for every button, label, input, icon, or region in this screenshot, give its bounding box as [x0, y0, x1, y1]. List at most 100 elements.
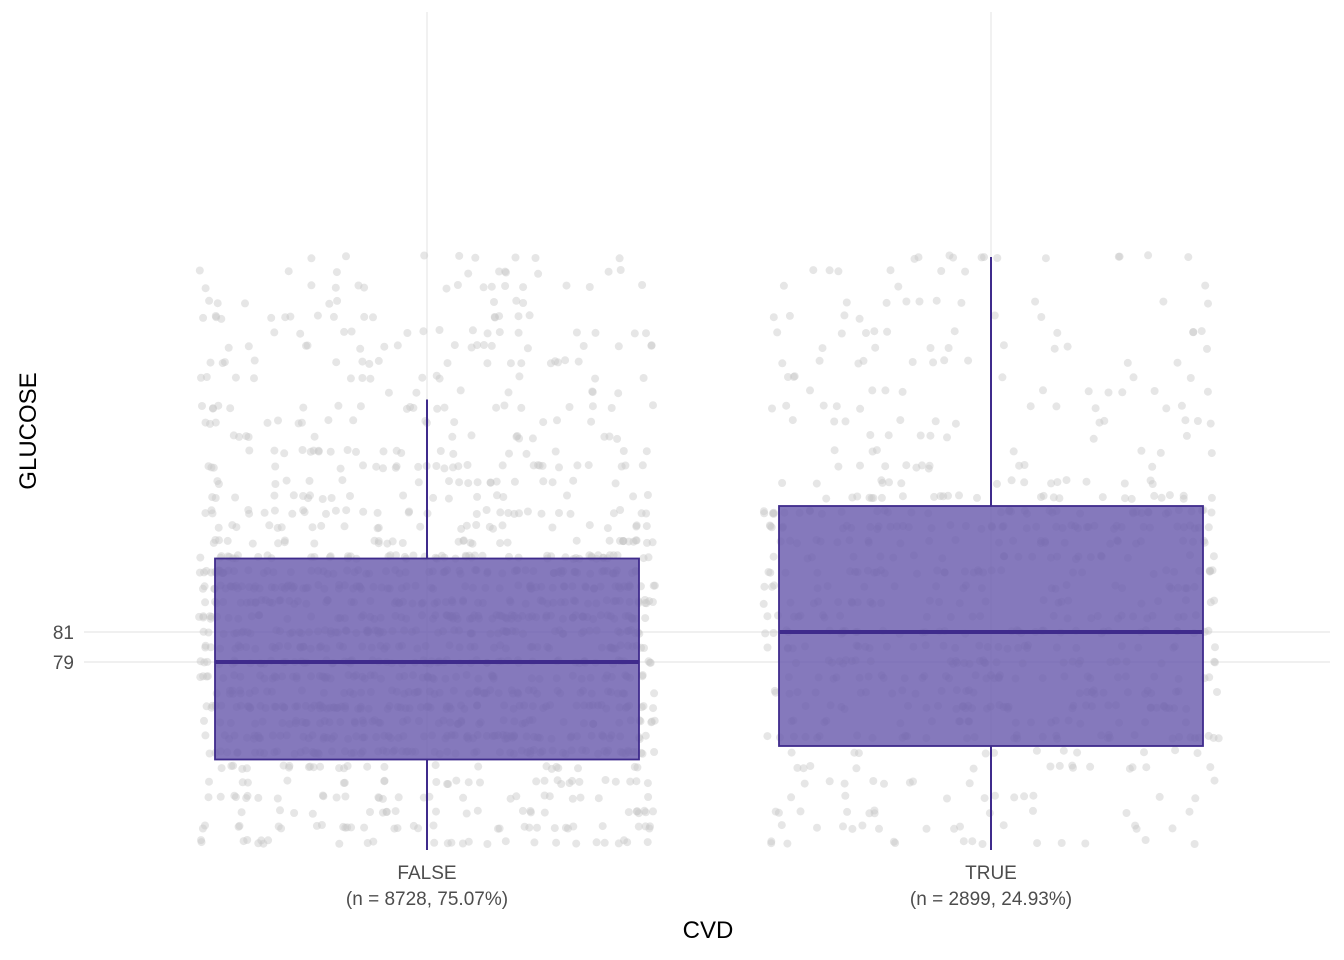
data-point [830, 446, 839, 455]
data-point [909, 777, 917, 786]
data-point [782, 401, 791, 410]
data-point [474, 762, 483, 771]
data-point [319, 792, 328, 801]
data-point [444, 780, 453, 788]
data-point [1020, 478, 1029, 487]
data-point [886, 266, 895, 275]
data-point [254, 839, 263, 848]
data-point [643, 538, 651, 547]
data-point [206, 614, 215, 623]
data-point [1177, 401, 1186, 410]
data-point [443, 359, 452, 368]
data-point [1173, 358, 1182, 367]
data-point [231, 493, 240, 502]
data-point [1185, 807, 1194, 816]
data-point [312, 821, 321, 830]
data-point [205, 612, 214, 621]
data-point [611, 777, 620, 786]
data-point [1206, 598, 1215, 607]
data-point [1211, 658, 1219, 667]
data-point [1213, 688, 1221, 696]
data-point [211, 418, 220, 427]
data-point [766, 568, 775, 577]
data-point [306, 447, 315, 456]
data-point [347, 823, 356, 832]
data-point [1046, 762, 1055, 771]
data-point [840, 779, 849, 788]
data-point [242, 764, 251, 773]
data-point [1132, 824, 1141, 833]
data-point [227, 762, 236, 770]
data-point [978, 840, 987, 848]
data-point [813, 823, 821, 832]
data-point [207, 703, 216, 712]
data-point [360, 312, 369, 321]
data-point [282, 476, 291, 485]
data-point [199, 627, 208, 636]
data-point [340, 327, 349, 336]
data-point [555, 463, 563, 472]
data-point [244, 342, 253, 351]
data-point [440, 403, 449, 412]
data-point [201, 731, 210, 740]
data-point [206, 643, 215, 652]
data-point [267, 313, 276, 322]
data-point [771, 688, 780, 697]
data-point [223, 536, 232, 545]
data-point [378, 794, 387, 803]
data-point [459, 793, 468, 802]
data-point [392, 462, 401, 471]
data-point [492, 477, 501, 486]
data-point [331, 283, 340, 292]
x-tick-label: TRUE [965, 863, 1017, 884]
data-point [530, 838, 539, 847]
data-point [209, 463, 218, 472]
data-point [572, 536, 581, 545]
data-point [335, 764, 344, 773]
data-point [199, 612, 208, 621]
data-point [510, 477, 519, 486]
data-point [1068, 761, 1077, 770]
data-point [584, 461, 593, 470]
data-point [281, 313, 290, 322]
data-point [207, 463, 216, 472]
data-point [809, 266, 818, 275]
data-point [202, 702, 211, 711]
data-point [633, 807, 642, 816]
data-point [619, 537, 628, 545]
data-point [299, 506, 308, 515]
data-point [534, 461, 542, 470]
data-point [563, 491, 571, 500]
data-point [487, 282, 496, 291]
data-point [528, 434, 537, 443]
data-point [476, 778, 484, 787]
data-point [865, 493, 874, 502]
data-point [195, 266, 204, 275]
data-point [393, 341, 402, 350]
data-point [503, 538, 512, 547]
data-point [999, 821, 1008, 830]
data-point [855, 314, 864, 323]
data-point [515, 372, 524, 381]
data-point [626, 777, 635, 786]
data-point [565, 779, 574, 788]
data-point [1041, 254, 1050, 263]
data-point [598, 822, 607, 831]
data-point [432, 462, 441, 470]
data-point [1037, 493, 1045, 501]
data-point [898, 387, 907, 396]
data-point [767, 523, 776, 532]
data-point [233, 551, 242, 560]
data-point [641, 822, 650, 831]
data-point [877, 476, 886, 485]
data-point [991, 791, 999, 800]
data-point [431, 761, 440, 770]
data-point [473, 341, 482, 350]
data-point [1201, 281, 1210, 290]
data-point [629, 537, 638, 546]
data-point [490, 313, 499, 321]
data-point [495, 328, 504, 337]
data-point [1205, 566, 1214, 575]
data-point [492, 403, 501, 412]
data-point [336, 464, 345, 473]
